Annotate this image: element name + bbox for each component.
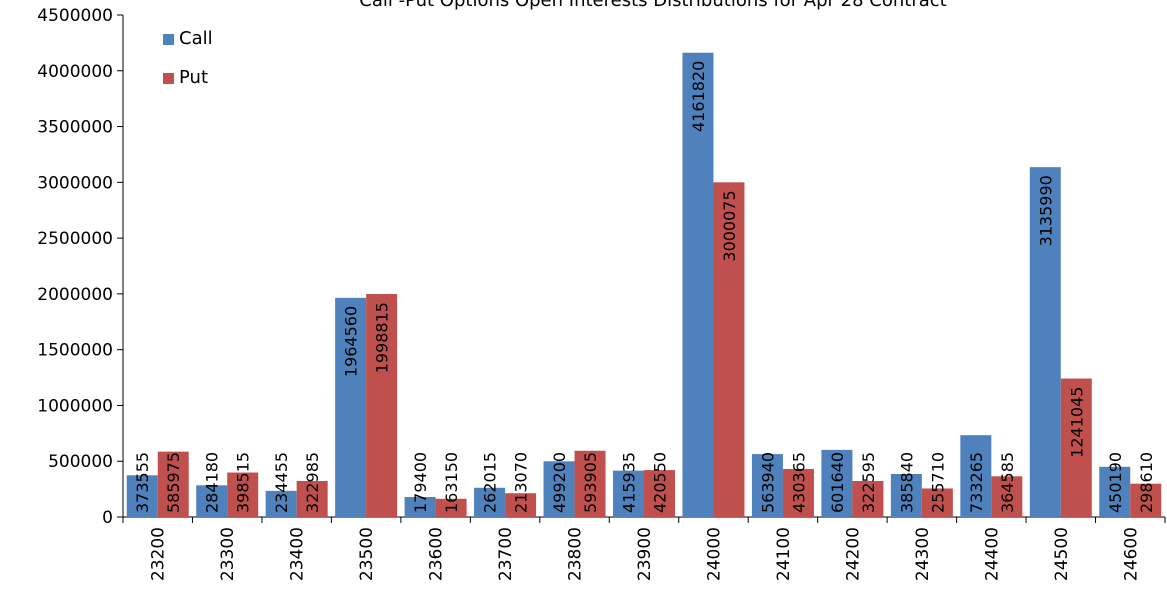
bar-call — [1099, 466, 1131, 517]
x-tick-label: 23300 — [218, 527, 238, 581]
data-label-call: 499200 — [550, 452, 569, 513]
data-label-put: 3000075 — [720, 190, 739, 261]
bar-call — [265, 490, 297, 517]
data-label-put: 585975 — [164, 452, 183, 513]
data-label-put: 1998815 — [373, 302, 392, 373]
chart-title: Call -Put Options Open Interests Distrib… — [359, 0, 946, 11]
bar-put — [157, 451, 189, 517]
y-tick-label: 1000000 — [37, 396, 113, 416]
data-label-put: 322985 — [303, 452, 322, 513]
x-tick-label: 23400 — [288, 527, 308, 581]
legend: Call Put — [163, 28, 213, 88]
x-tick-label: 24200 — [843, 527, 863, 581]
data-label-call: 373555 — [133, 452, 152, 513]
bar-put — [1130, 483, 1162, 517]
bar-call — [821, 449, 853, 517]
x-tick-label: 24100 — [774, 527, 794, 581]
bar-call — [1029, 167, 1061, 517]
data-label-call: 1964560 — [342, 306, 361, 377]
x-tick-label: 24000 — [704, 527, 724, 581]
title-layer: Call -Put Options Open Interests Distrib… — [359, 0, 946, 11]
data-label-call: 262015 — [481, 452, 500, 513]
data-label-put: 322595 — [859, 452, 878, 513]
data-label-call: 450190 — [1106, 452, 1125, 513]
data-label-call: 284180 — [203, 452, 222, 513]
x-tick-label: 23500 — [357, 527, 377, 581]
data-label-put: 213070 — [512, 452, 531, 513]
bar-call — [196, 485, 228, 517]
y-tick-label: 2500000 — [37, 229, 113, 249]
bar-call — [404, 496, 436, 517]
data-label-call: 4161820 — [689, 61, 708, 132]
x-tick-label: 23700 — [496, 527, 516, 581]
y-tick-label: 3500000 — [37, 118, 113, 138]
bars — [126, 52, 1162, 518]
data-label-put: 298610 — [1137, 452, 1156, 513]
y-tick-label: 0 — [102, 508, 113, 528]
x-tick-label: 23600 — [427, 527, 447, 581]
y-tick-label: 500000 — [48, 452, 113, 472]
bar-put — [435, 498, 467, 517]
data-label-put: 398515 — [234, 452, 253, 513]
bar-call — [474, 487, 506, 517]
bar-put — [713, 182, 745, 518]
bar-call — [751, 454, 783, 517]
bar-put — [366, 294, 398, 517]
y-tick-label: 4500000 — [37, 6, 113, 26]
data-label-call: 3135990 — [1036, 175, 1055, 246]
bar-call — [960, 435, 992, 517]
data-label-put: 364585 — [998, 452, 1017, 513]
data-label-put: 593905 — [581, 452, 600, 513]
data-label-call: 601640 — [828, 452, 847, 513]
data-label-call: 234455 — [272, 452, 291, 513]
bar-put — [852, 481, 884, 517]
y-tick-label: 3000000 — [37, 173, 113, 193]
bar-call — [682, 52, 714, 517]
x-tick-label: 24400 — [982, 527, 1002, 581]
bar-call — [543, 461, 575, 517]
data-label-call: 733265 — [967, 452, 986, 513]
legend-label-call: Call — [179, 28, 213, 49]
bar-put — [644, 470, 675, 517]
data-label-put: 163150 — [442, 452, 461, 513]
y-tick-label: 1500000 — [37, 341, 113, 361]
bar-put — [505, 493, 537, 517]
data-label-call: 415935 — [620, 452, 639, 513]
bar-put — [782, 468, 814, 517]
data-label-put: 255710 — [928, 452, 947, 513]
x-tick-label: 23800 — [566, 527, 586, 581]
bar-labels: 373555 585975 284180 398515 234455 322985 1964… — [133, 61, 1156, 513]
bar-call — [890, 473, 922, 517]
bar-put — [296, 480, 328, 517]
bar-put — [921, 488, 953, 517]
data-label-call: 563940 — [758, 452, 777, 513]
x-tick-label: 24500 — [1052, 527, 1072, 581]
bar-put — [991, 476, 1023, 517]
bar-call — [126, 475, 158, 517]
bar-put — [1060, 378, 1092, 517]
x-tick-label: 23200 — [149, 527, 169, 581]
x-tick-label: 24600 — [1121, 527, 1141, 581]
x-tick-label: 24300 — [913, 527, 933, 581]
data-label-put: 430365 — [789, 452, 808, 513]
legend-swatch-put — [163, 73, 174, 84]
x-tick-label: 23900 — [635, 527, 655, 581]
legend-swatch-call — [163, 34, 174, 45]
data-label-call: 385840 — [897, 452, 916, 513]
bar-put — [227, 472, 259, 517]
bar-put — [574, 450, 606, 517]
y-tick-label: 4000000 — [37, 62, 113, 82]
axes: 0 500000 1000000 1500000 2000000 2500000 30000… — [37, 6, 1166, 581]
bar-call — [613, 470, 644, 517]
data-label-put: 420550 — [651, 452, 670, 513]
data-label-call: 179400 — [411, 452, 430, 513]
y-tick-label: 2000000 — [37, 285, 113, 305]
legend-label-put: Put — [179, 67, 208, 88]
bar-call — [335, 297, 367, 517]
data-label-put: 1241045 — [1067, 387, 1086, 458]
